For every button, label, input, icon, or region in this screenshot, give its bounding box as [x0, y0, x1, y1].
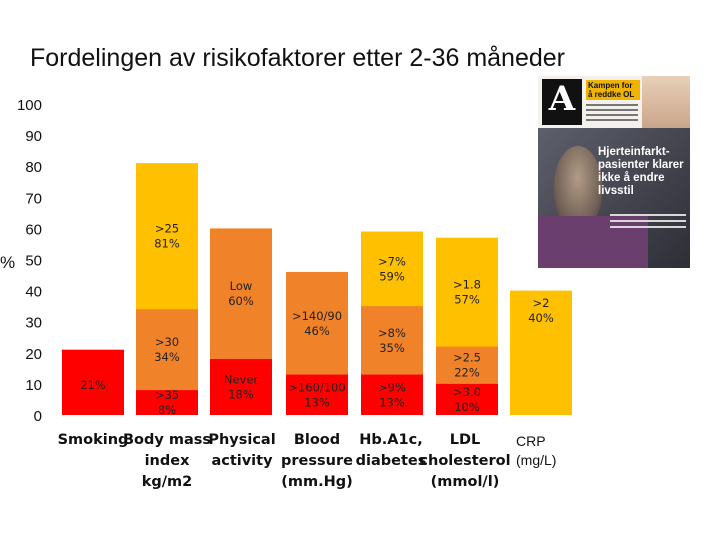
bar-data-label: >1.8	[453, 278, 481, 292]
bar-data-label: >25	[155, 222, 179, 236]
newspaper-headline: Hjerteinfarkt-pasienter klarer ikke å en…	[598, 146, 684, 197]
newspaper-teaser-photo	[642, 76, 690, 128]
bar-data-label: 8%	[158, 403, 176, 417]
y-axis-label: %	[0, 253, 15, 272]
bar-data-label: 34%	[154, 350, 180, 364]
bar-data-label: >2.5	[453, 351, 481, 365]
bar-data-label: 10%	[454, 400, 480, 414]
bar-segment	[436, 383, 498, 415]
bar-data-label: 59%	[379, 269, 405, 283]
y-tick-label: 80	[25, 159, 42, 176]
y-tick-label: 90	[25, 128, 42, 145]
x-category-label: (mmol/l)	[431, 474, 500, 490]
bar-data-label: >8%	[378, 326, 406, 340]
x-category-label: Smoking	[58, 432, 129, 448]
bar-data-label: >9%	[378, 380, 406, 394]
x-category-label: LDL	[450, 432, 481, 448]
newspaper-photo-sweater	[538, 216, 648, 268]
newspaper-teaser: Kampen for å reddke OL	[586, 80, 640, 100]
bar-data-label: 40%	[528, 311, 554, 325]
bar-data-label: Low	[230, 279, 253, 293]
bar-data-label: 21%	[80, 378, 106, 392]
y-tick-label: 10	[25, 377, 42, 394]
newspaper-cover-image: A Kampen for å reddke OL Hjerteinfarkt-p…	[538, 76, 690, 268]
bar-data-label: 35%	[379, 341, 405, 355]
y-tick-label: 40	[25, 284, 42, 301]
x-category-label: cholesterol	[419, 453, 510, 469]
crp-axis-label: CRP (mg/L)	[516, 432, 556, 470]
x-category-label: activity	[211, 453, 273, 469]
bar-data-label: >160/100	[288, 380, 345, 394]
bar-data-label: 18%	[228, 388, 254, 402]
bar-data-label: >2	[533, 296, 550, 310]
bar-data-label: 13%	[304, 395, 330, 409]
bar-data-label: 46%	[304, 324, 330, 338]
newspaper-teaser-text	[586, 104, 638, 124]
bar-segment	[286, 374, 348, 415]
bar-segment	[361, 374, 423, 415]
bar-segment	[510, 290, 572, 415]
crp-label-line1: CRP	[516, 433, 546, 449]
y-tick-label: 70	[25, 190, 42, 207]
y-tick-label: 60	[25, 221, 42, 238]
bar-data-label: 57%	[454, 293, 480, 307]
x-category-label: Body mass	[123, 432, 211, 448]
y-tick-label: 50	[25, 253, 42, 270]
bar-data-label: 13%	[379, 395, 405, 409]
x-category-label: Hb.A1c,	[359, 432, 422, 448]
x-category-label: pressure	[281, 453, 353, 469]
y-tick-label: 100	[17, 97, 42, 114]
bar-data-label: 81%	[154, 237, 180, 251]
bar-data-label: >35	[155, 388, 179, 402]
x-category-label: kg/m2	[142, 474, 193, 490]
bar-segment	[136, 390, 198, 415]
chart-title: Fordelingen av risikofaktorer etter 2-36…	[30, 44, 565, 72]
bar-segment	[62, 349, 124, 415]
newspaper-logo: A	[542, 79, 582, 125]
x-category-label: index	[145, 453, 191, 469]
newspaper-photo-person	[554, 146, 602, 226]
bar-data-label: Never	[224, 373, 259, 387]
bar-data-label: >30	[155, 335, 179, 349]
bar-data-label: 60%	[228, 294, 254, 308]
crp-label-line2: (mg/L)	[516, 452, 557, 468]
x-category-label: Blood	[294, 432, 340, 448]
bar-data-label: 22%	[454, 366, 480, 380]
y-tick-label: 30	[25, 315, 42, 332]
newspaper-bullets	[610, 214, 686, 232]
x-category-label: Physical	[208, 432, 275, 448]
y-tick-label: 0	[34, 408, 42, 425]
bar-data-label: >7%	[378, 254, 406, 268]
bar-segment	[210, 359, 272, 415]
x-category-label: diabetes	[356, 453, 427, 469]
bar-data-label: >3.0	[453, 385, 481, 399]
x-category-label: (mm.Hg)	[281, 474, 353, 490]
y-tick-label: 20	[25, 346, 42, 363]
bar-data-label: >140/90	[292, 309, 342, 323]
